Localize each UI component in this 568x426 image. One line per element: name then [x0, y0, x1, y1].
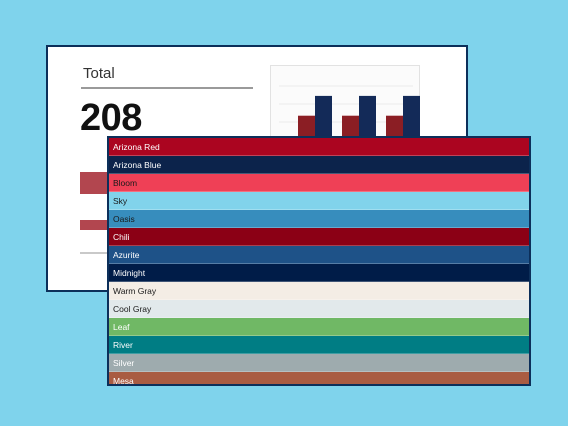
palette-swatch[interactable]: Arizona Blue [109, 156, 529, 174]
palette-swatch[interactable]: Arizona Red [109, 138, 529, 156]
palette-swatch-label: Oasis [113, 213, 135, 224]
palette-swatch[interactable]: Chili [109, 228, 529, 246]
palette-swatch-label: Arizona Blue [113, 159, 162, 170]
palette-swatch[interactable]: Midnight [109, 264, 529, 282]
palette-swatch-label: Midnight [113, 267, 146, 278]
palette-swatch-label: Leaf [113, 321, 130, 332]
palette-swatch-label: Silver [113, 357, 135, 368]
total-value: 208 [80, 97, 142, 139]
palette-swatch[interactable]: Warm Gray [109, 282, 529, 300]
palette-swatch[interactable]: Mesa [109, 372, 529, 386]
palette-swatch-label: Cool Gray [113, 303, 152, 314]
palette-swatch-label: Sky [113, 195, 128, 206]
palette-swatch[interactable]: Azurite [109, 246, 529, 264]
palette-swatch-label: River [113, 339, 133, 350]
palette-swatch-label: Bloom [113, 177, 138, 188]
total-label: Total [83, 65, 115, 82]
palette-swatch[interactable]: Sky [109, 192, 529, 210]
palette-swatch-label: Mesa [113, 375, 134, 386]
faded-table-row [80, 252, 120, 254]
palette-swatch-label: Arizona Red [113, 141, 160, 152]
palette-swatch[interactable]: Leaf [109, 318, 529, 336]
palette-swatch[interactable]: Bloom [109, 174, 529, 192]
faded-table-row [80, 220, 120, 230]
total-divider [81, 87, 253, 89]
palette-swatch-label: Azurite [113, 249, 140, 260]
palette-swatch[interactable]: Cool Gray [109, 300, 529, 318]
palette-swatch[interactable]: Oasis [109, 210, 529, 228]
palette-swatch-label: Chili [113, 231, 130, 242]
palette-swatch[interactable]: Silver [109, 354, 529, 372]
palette-swatch[interactable]: River [109, 336, 529, 354]
palette-swatch-label: Warm Gray [113, 285, 157, 296]
color-palette-list: Arizona Red Arizona Blue Bloom Sky Oasis Chil… [107, 136, 531, 386]
